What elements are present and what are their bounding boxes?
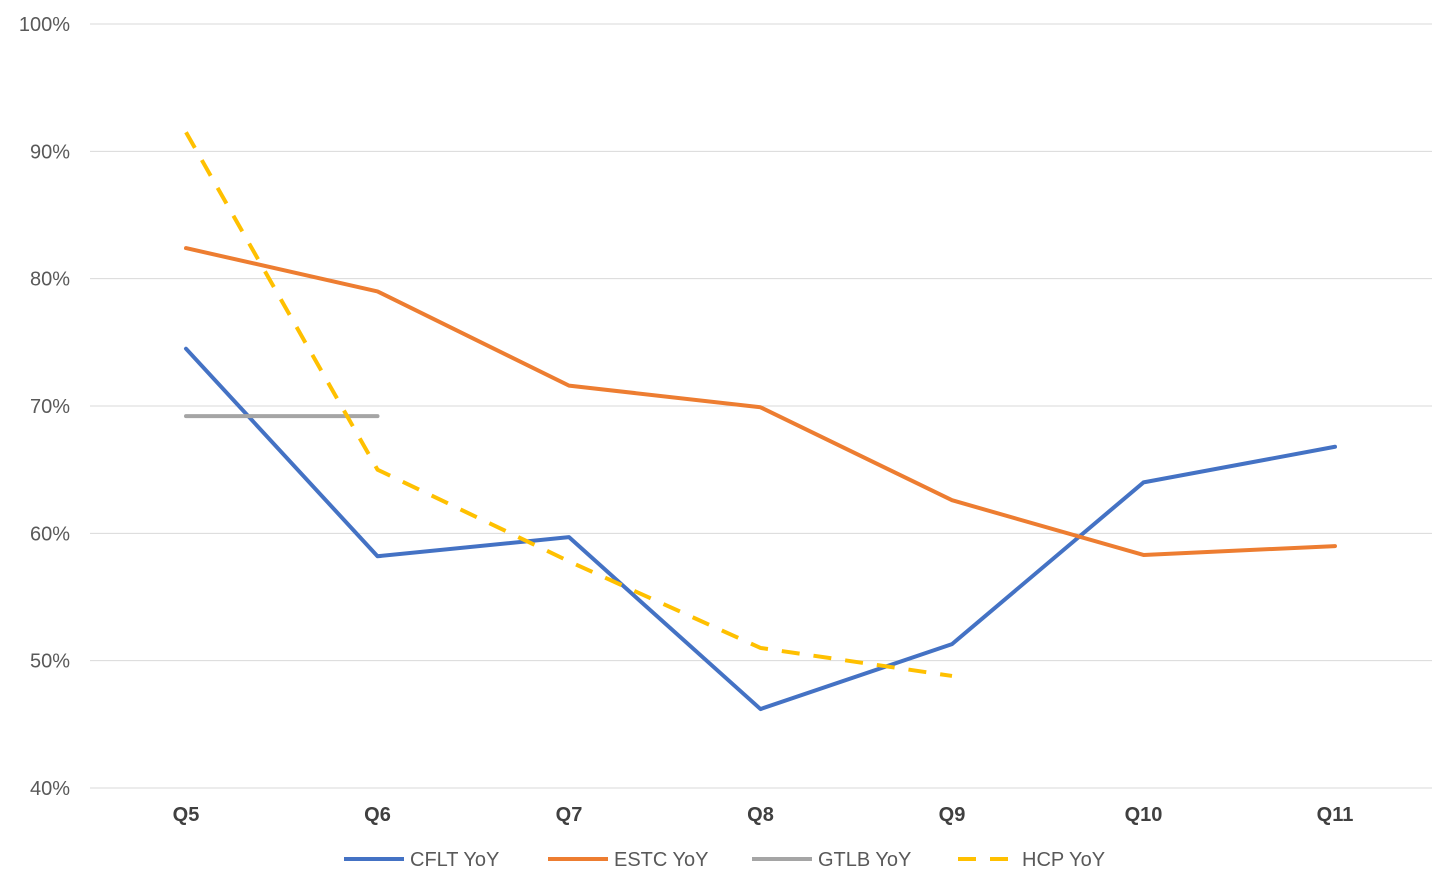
legend-label: ESTC YoY (614, 849, 709, 871)
y-tick-label: 50% (30, 651, 70, 673)
y-tick-label: 100% (19, 14, 70, 36)
series-lines (184, 131, 1337, 712)
y-tick-label: 80% (30, 269, 70, 291)
x-tick-label: Q10 (1125, 804, 1163, 826)
x-tick-label: Q11 (1317, 804, 1354, 826)
legend: CFLT YoY ESTC YoY GTLB YoY HCP YoY (344, 849, 1105, 871)
series-line-hcp-yoy (184, 131, 953, 678)
legend-label: CFLT YoY (410, 849, 499, 871)
y-tick-label: 40% (30, 778, 70, 800)
y-tick-label: 70% (30, 396, 70, 418)
legend-label: GTLB YoY (818, 849, 911, 871)
y-tick-label: 60% (30, 523, 70, 545)
x-tick-label: Q5 (173, 804, 200, 826)
y-axis-tick-labels: 40% 50% 60% 70% 80% 90% 100% (19, 14, 70, 800)
x-tick-label: Q6 (364, 804, 391, 826)
y-tick-label: 90% (30, 141, 70, 163)
series-line-estc-yoy (184, 246, 1337, 557)
legend-label: HCP YoY (1022, 849, 1105, 871)
x-tick-label: Q7 (556, 804, 583, 826)
x-axis-tick-labels: Q5 Q6 Q7 Q8 Q9 Q10 Q11 (173, 804, 1354, 826)
x-tick-label: Q9 (939, 804, 966, 826)
series-line-cflt-yoy (184, 346, 1337, 712)
x-tick-label: Q8 (747, 804, 774, 826)
